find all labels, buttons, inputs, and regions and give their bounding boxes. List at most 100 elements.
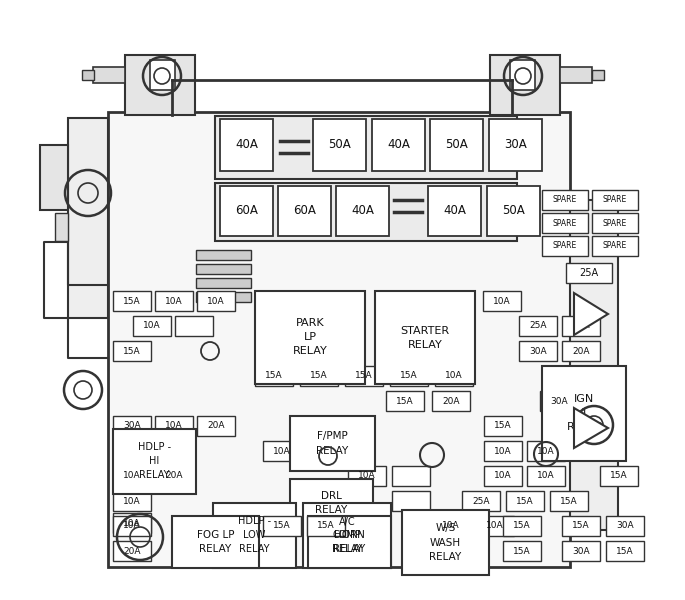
Bar [290, 479, 373, 527]
Text: F/PMP
RELAY: F/PMP RELAY [316, 431, 349, 455]
Bar [392, 466, 430, 486]
Bar [483, 291, 521, 311]
Text: 15A: 15A [273, 521, 291, 530]
Bar [345, 366, 383, 386]
Bar [213, 503, 296, 568]
Bar [592, 213, 638, 233]
Bar [550, 491, 588, 511]
Bar [566, 263, 612, 283]
Bar [93, 67, 125, 83]
Bar [462, 491, 500, 511]
Bar [560, 67, 592, 83]
Text: 30A: 30A [123, 421, 141, 431]
Bar [592, 70, 604, 80]
Bar [155, 291, 193, 311]
Bar [150, 60, 175, 90]
Text: 20A: 20A [123, 547, 140, 556]
Bar [503, 541, 541, 561]
Bar [600, 466, 638, 486]
Text: 15A: 15A [310, 371, 328, 380]
Bar [113, 466, 151, 486]
Text: 10A: 10A [273, 446, 291, 455]
Bar [592, 236, 638, 256]
Bar [40, 145, 68, 210]
Bar [255, 366, 293, 386]
Text: 60A: 60A [293, 205, 316, 217]
Text: 10A: 10A [143, 322, 161, 331]
Text: 15A: 15A [516, 497, 534, 505]
Text: SPARE: SPARE [603, 218, 627, 227]
Bar [606, 516, 644, 536]
Text: SPARE: SPARE [603, 196, 627, 205]
Bar [562, 541, 600, 561]
Text: HORN
RELAY: HORN RELAY [334, 530, 366, 554]
Text: 40A: 40A [443, 205, 466, 217]
Bar [125, 55, 195, 115]
Text: 25A: 25A [580, 268, 599, 278]
Bar [290, 416, 375, 471]
Bar [430, 119, 483, 171]
Text: PARK
LP
RELAY: PARK LP RELAY [292, 319, 327, 356]
Bar [432, 391, 470, 411]
Text: 15A: 15A [513, 547, 531, 556]
Text: HDLP -
HI
RELAY: HDLP - HI RELAY [138, 443, 171, 481]
Bar [390, 366, 428, 386]
Text: A/C
COMP
RELAY: A/C COMP RELAY [332, 517, 362, 554]
Bar [489, 119, 542, 171]
Bar [113, 513, 151, 533]
Bar [484, 416, 522, 436]
Text: HDLP -
LOW
RELAY: HDLP - LOW RELAY [238, 517, 271, 554]
Bar [375, 291, 475, 384]
Bar [484, 466, 522, 486]
Text: 15A: 15A [494, 421, 512, 431]
Text: 50A: 50A [445, 139, 468, 151]
Text: 15A: 15A [123, 346, 141, 355]
Text: 10A: 10A [207, 296, 225, 305]
Bar [510, 60, 535, 90]
Bar [108, 112, 570, 567]
Text: 10A: 10A [494, 446, 512, 455]
Bar [263, 516, 301, 536]
Bar [278, 186, 331, 236]
Bar [82, 70, 94, 80]
Bar [540, 391, 578, 411]
Text: 15A: 15A [513, 521, 531, 530]
Bar [113, 491, 151, 511]
Text: 15A: 15A [560, 497, 578, 505]
Text: 40A: 40A [387, 139, 410, 151]
Bar [562, 516, 600, 536]
Bar [113, 341, 151, 361]
Text: 50A: 50A [502, 205, 525, 217]
Bar [196, 250, 251, 260]
Bar [432, 516, 470, 536]
Bar [348, 466, 386, 486]
Text: 15A: 15A [396, 397, 414, 406]
Text: 10A: 10A [445, 371, 463, 380]
Text: 15A: 15A [317, 521, 335, 530]
Text: 30A: 30A [504, 139, 527, 151]
Text: 20A: 20A [165, 472, 183, 481]
Bar [527, 441, 565, 461]
Bar [113, 416, 151, 436]
Text: 40A: 40A [235, 139, 258, 151]
Bar [428, 186, 481, 236]
Text: 10A: 10A [358, 472, 376, 481]
Text: W/S
WASH
RELAY: W/S WASH RELAY [429, 523, 462, 562]
Text: 10A: 10A [493, 296, 511, 305]
Bar [313, 119, 366, 171]
Bar [402, 510, 489, 575]
Bar [113, 291, 151, 311]
Bar [542, 366, 626, 461]
Text: IGN
1
RELAY: IGN 1 RELAY [566, 395, 601, 433]
Text: 15A: 15A [265, 371, 283, 380]
Text: 10A: 10A [537, 446, 555, 455]
Text: 15A: 15A [572, 521, 590, 530]
Text: 10A: 10A [494, 472, 512, 481]
Text: 10A: 10A [165, 421, 183, 431]
Bar [196, 292, 251, 302]
Text: SPARE: SPARE [603, 241, 627, 251]
Bar [220, 119, 273, 171]
Bar [592, 190, 638, 210]
Text: DRL
RELAY: DRL RELAY [315, 491, 347, 515]
Bar [386, 391, 424, 411]
